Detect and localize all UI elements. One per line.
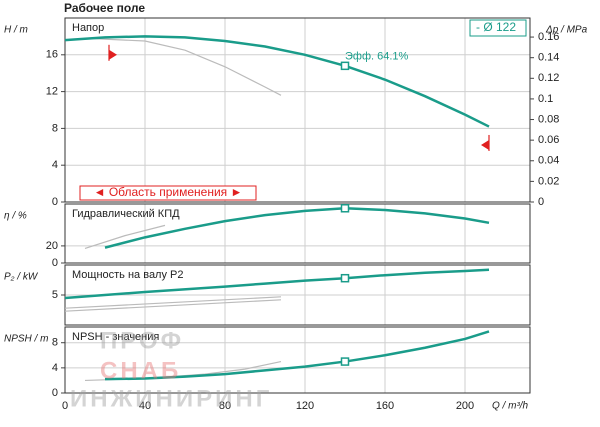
x-tick-label: 80 <box>219 400 231 412</box>
y-axis-label: NPSH / m <box>4 334 48 345</box>
impeller-box <box>469 19 527 37</box>
range-box <box>79 185 257 201</box>
range-label: ◄ Область применения ► <box>94 185 243 199</box>
y-tick-label: 4 <box>52 159 58 171</box>
operating-point <box>340 204 350 213</box>
panel-label: NPSH - значения <box>72 331 159 343</box>
curve <box>84 37 282 96</box>
y2-tick-label: 0.16 <box>538 31 559 43</box>
panel-frame <box>64 264 531 326</box>
y2-tick-label: 0.12 <box>538 72 559 84</box>
operating-point <box>340 61 350 71</box>
curve <box>64 296 282 309</box>
x-tick-label: 0 <box>62 400 68 412</box>
operating-point <box>340 273 350 283</box>
y-tick-label: 0 <box>52 387 58 399</box>
y-tick-label: 0 <box>52 257 58 269</box>
curve <box>64 299 282 312</box>
y-tick-label: 12 <box>46 86 58 98</box>
watermark: СНАБ <box>100 357 181 384</box>
curve <box>104 207 490 249</box>
y-tick-label: 4 <box>52 362 58 374</box>
watermark: ПРОФ <box>100 327 184 354</box>
y-axis-label: H / m <box>4 25 28 36</box>
y2-tick-label: 0.06 <box>538 134 559 146</box>
limit-marker <box>109 49 117 60</box>
y2-tick-label: 0.02 <box>538 175 559 187</box>
y-axis-label: P₂ / kW <box>4 272 39 283</box>
x-axis-label: Q / m³/h <box>492 401 529 412</box>
impeller-label: - Ø 122 <box>476 20 516 34</box>
watermark: ИНЖИНИРИНГ <box>70 385 272 412</box>
efficiency-label: Эфф. 64.1% <box>345 51 409 63</box>
y-tick-label: 0 <box>52 196 58 208</box>
y2-axis-label: Δp / MPa <box>545 25 588 36</box>
y2-tick-label: 0 <box>538 196 544 208</box>
panel-frame <box>64 203 531 264</box>
curve <box>64 35 490 128</box>
panel-frame <box>64 17 531 203</box>
y-tick-label: 16 <box>46 49 58 61</box>
page-title: Рабочее поле <box>64 1 145 15</box>
x-tick-label: 200 <box>456 400 474 412</box>
operating-point <box>340 357 350 366</box>
y-tick-label: 20 <box>46 240 58 252</box>
limit-marker <box>481 139 489 150</box>
y2-tick-label: 0.04 <box>538 155 559 167</box>
y2-tick-label: 0.1 <box>538 93 553 105</box>
y2-tick-label: 0.08 <box>538 113 559 125</box>
curve <box>64 268 490 300</box>
y2-tick-label: 0.14 <box>538 52 559 64</box>
y-tick-label: 8 <box>52 337 58 349</box>
curve <box>104 330 490 381</box>
panel-label: Мощность на валу P2 <box>72 269 184 281</box>
panel-label: Напор <box>72 22 104 34</box>
y-axis-label: η / % <box>4 211 27 222</box>
x-tick-label: 160 <box>376 400 394 412</box>
panel-frame <box>64 326 531 394</box>
x-tick-label: 120 <box>296 400 314 412</box>
y-tick-label: 5 <box>52 289 58 301</box>
curve <box>84 224 166 250</box>
x-tick-label: 40 <box>139 400 151 412</box>
panel-label: Гидравлический КПД <box>72 208 180 220</box>
y-tick-label: 8 <box>52 122 58 134</box>
